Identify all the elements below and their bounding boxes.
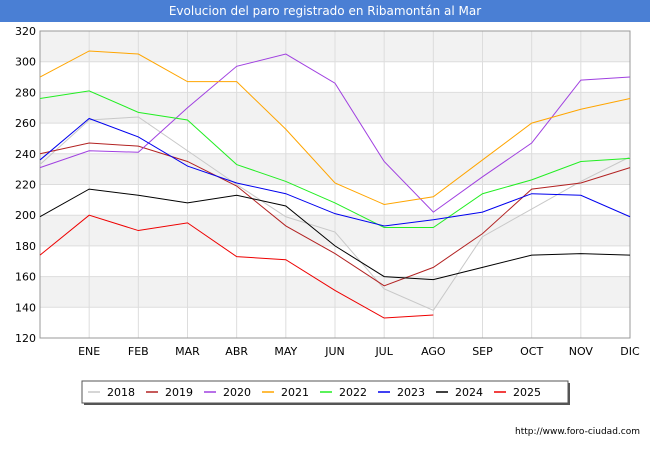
series-line-2020: [39, 53, 631, 213]
x-tick-label: FEB: [128, 345, 149, 358]
series-line-2019: [39, 142, 631, 287]
legend-label-2024: 2024: [455, 386, 483, 399]
legend-label-2019: 2019: [165, 386, 193, 399]
legend-label-2020: 2020: [223, 386, 251, 399]
x-tick-label: ABR: [225, 345, 248, 358]
x-tick-label: MAY: [274, 345, 297, 358]
x-tick-label: AGO: [421, 345, 446, 358]
y-tick-label: 260: [15, 117, 36, 130]
legend-label-2018: 2018: [107, 386, 135, 399]
x-axis-ticks: ENE FEB MAR ABR MAY JUN JUL AGO SEP OCT NOV DIC: [78, 345, 640, 358]
x-tick-label: ENE: [78, 345, 100, 358]
series-line-2018: [39, 116, 631, 311]
series-line-2022: [39, 90, 631, 228]
legend-label-2025: 2025: [513, 386, 541, 399]
y-tick-label: 240: [15, 148, 36, 161]
y-tick-label: 200: [15, 209, 36, 222]
y-tick-label: 280: [15, 86, 36, 99]
x-tick-label: JUN: [324, 345, 345, 358]
x-tick-label: JUL: [374, 345, 393, 358]
y-axis-ticks: 120 140 160 180 200 220 240 260 280 300 320: [15, 25, 36, 345]
y-tick-label: 180: [15, 240, 36, 253]
series-line-2021: [39, 50, 631, 205]
series-lines: [39, 50, 631, 319]
y-tick-label: 160: [15, 271, 36, 284]
x-tick-label: DIC: [620, 345, 640, 358]
x-tick-label: SEP: [472, 345, 493, 358]
x-tick-label: MAR: [175, 345, 200, 358]
y-tick-label: 140: [15, 301, 36, 314]
y-tick-label: 120: [15, 332, 36, 345]
series-line-2025: [39, 214, 434, 319]
y-tick-label: 320: [15, 25, 36, 38]
series-line-2023: [39, 117, 631, 227]
y-tick-label: 220: [15, 179, 36, 192]
legend-label-2023: 2023: [397, 386, 425, 399]
source-link[interactable]: http://www.foro-ciudad.com: [515, 427, 640, 437]
legend-label-2021: 2021: [281, 386, 309, 399]
x-tick-label: NOV: [569, 345, 594, 358]
plot-frame: [39, 30, 631, 339]
series-line-2024: [39, 188, 631, 281]
legend-label-2022: 2022: [339, 386, 367, 399]
legend: 2018 2019 2020 2021 2022 2023 2024 2025: [81, 380, 570, 405]
y-tick-label: 300: [15, 56, 36, 69]
x-tick-label: OCT: [520, 345, 543, 358]
chart-title: Evolucion del paro registrado en Ribamon…: [0, 0, 650, 22]
